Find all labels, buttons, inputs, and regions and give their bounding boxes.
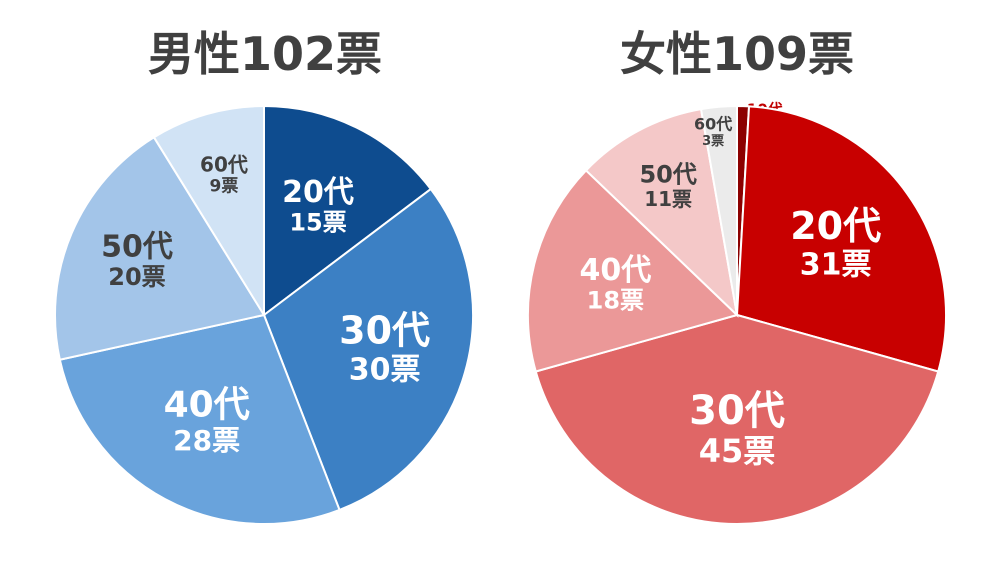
male-slice-label: 50代 xyxy=(101,230,173,265)
female-slice-value-label: 18票 xyxy=(587,287,644,315)
female-slice-60代 xyxy=(699,104,738,316)
female-slice-30代 xyxy=(534,313,940,525)
male-slice-value-label: 9票 xyxy=(210,176,239,196)
female-slice-value-label: 45票 xyxy=(699,432,776,470)
male-slice-label: 20代 xyxy=(282,175,354,210)
male-slice-label: 30代 xyxy=(339,309,430,353)
female-slice-value-label: 3票 xyxy=(702,133,724,149)
male-slice-label: 40代 xyxy=(164,384,250,425)
male-slice-value-label: 20票 xyxy=(108,263,165,291)
male-slice-value-label: 28票 xyxy=(173,424,240,457)
male-slice-40代 xyxy=(58,313,341,525)
male-chart-title: 男性102票 xyxy=(147,27,383,81)
female-slice-label: 20代 xyxy=(790,204,881,248)
female-pie: 10代1票20代31票30代45票40代18票50代11票60代3票 xyxy=(527,100,947,525)
female-slice-label: 60代 xyxy=(694,114,732,133)
female-chart-title: 女性109票 xyxy=(619,27,855,81)
female-slice-value-label: 31票 xyxy=(800,248,872,283)
female-slice-label: 40代 xyxy=(579,253,651,288)
female-slice-20代 xyxy=(735,105,947,373)
female-slice-label: 30代 xyxy=(689,388,785,434)
male-slice-label: 60代 xyxy=(200,152,248,176)
female-slice-label: 50代 xyxy=(639,160,696,188)
male-slice-value-label: 30票 xyxy=(349,352,421,387)
male-slice-20代 xyxy=(263,104,433,318)
male-slice-30代 xyxy=(262,187,474,512)
female-slice-50代 xyxy=(584,107,739,318)
female-slice-value-label: 11票 xyxy=(644,187,692,211)
male-slice-50代 xyxy=(54,135,266,361)
male-slice-value-label: 15票 xyxy=(289,208,346,236)
male-slice-60代 xyxy=(152,104,265,319)
female-slice-40代 xyxy=(527,169,739,373)
